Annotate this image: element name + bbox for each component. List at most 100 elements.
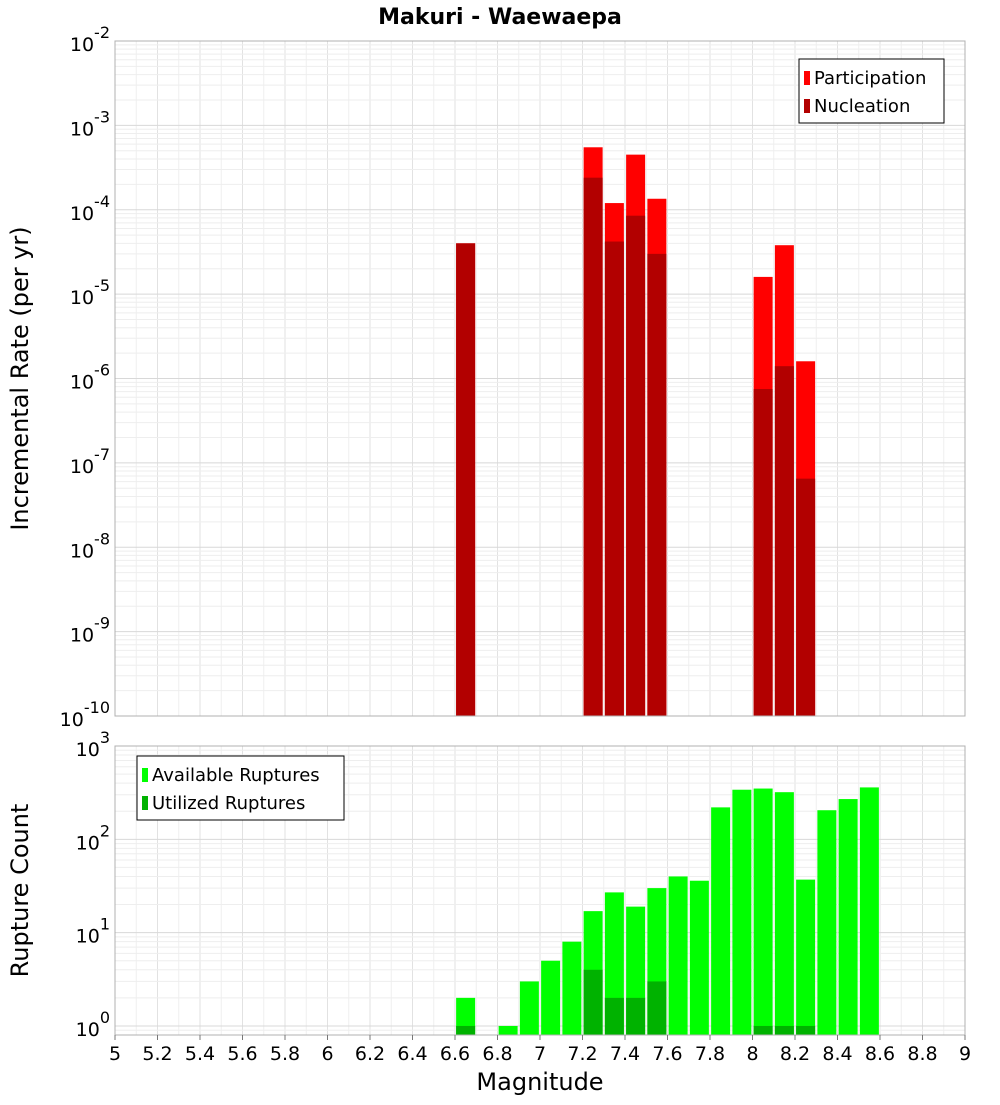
top-y-tick-label: 10-6 <box>70 361 110 394</box>
bottom-y-tick-label: 100 <box>76 1008 110 1041</box>
bottom-legend-swatch <box>142 796 148 810</box>
bottom-bar <box>838 799 858 1035</box>
bottom-y-axis-label: Rupture Count <box>6 804 34 978</box>
x-tick-label: 8.4 <box>822 1043 852 1065</box>
top-bar <box>626 215 646 717</box>
x-tick-label: 7.6 <box>652 1043 682 1065</box>
bottom-y-tick-label: 103 <box>76 728 110 761</box>
x-tick-label: 5 <box>109 1043 121 1065</box>
bottom-legend-box <box>136 755 345 821</box>
bottom-legend: Available Ruptures Utilized Ruptures <box>136 755 345 821</box>
bottom-legend-swatch <box>142 768 148 782</box>
bottom-y-tick-label: 102 <box>76 821 110 854</box>
x-tick-label: 6.8 <box>482 1043 512 1065</box>
bottom-y-tick-exp: 2 <box>100 821 110 840</box>
x-tick-label: 6.2 <box>355 1043 385 1065</box>
x-tick-label: 6.6 <box>440 1043 470 1065</box>
bottom-bar <box>774 792 794 1035</box>
x-tick-label: 5.6 <box>227 1043 257 1065</box>
top-y-tick-exp: -9 <box>94 614 110 633</box>
x-tick-label: 6.4 <box>397 1043 427 1065</box>
bottom-bar <box>796 879 816 1035</box>
bottom-bar <box>732 789 752 1035</box>
x-tick-label: 8.8 <box>907 1043 937 1065</box>
bottom-bar <box>519 981 539 1035</box>
top-series-nucleation <box>456 177 816 717</box>
top-bar <box>753 389 773 716</box>
x-tick-label: 7 <box>534 1043 546 1065</box>
top-legend-box <box>798 58 945 124</box>
top-y-tick-label: 10-5 <box>70 276 110 309</box>
top-y-tick-label: 10-4 <box>70 192 110 225</box>
top-y-tick-label: 10-8 <box>70 529 110 562</box>
top-y-tick-label: 10-10 <box>60 698 110 731</box>
bottom-bar <box>456 1025 476 1035</box>
bottom-bar <box>711 807 731 1035</box>
top-y-tick-base: 10 <box>70 540 94 562</box>
bottom-legend-label: Available Ruptures <box>152 765 320 786</box>
top-grid <box>114 40 966 717</box>
bottom-y-tick-exp: 1 <box>100 915 110 934</box>
x-axis: 5 5.2 5.4 5.6 5.8 6 6.2 6.4 6.6 6.8 7 7.2 7.4 7.6 7.8 8… <box>109 1035 971 1096</box>
bottom-y-tick-base: 10 <box>76 739 100 761</box>
bottom-bar <box>583 969 603 1035</box>
top-y-tick-base: 10 <box>70 372 94 394</box>
bottom-bar <box>604 997 624 1035</box>
top-y-tick-label: 10-2 <box>70 23 110 56</box>
bottom-bar <box>541 960 561 1035</box>
top-legend-label: Nucleation <box>814 96 910 117</box>
top-bar <box>583 177 603 716</box>
top-bar <box>647 253 667 716</box>
bottom-legend-label: Utilized Ruptures <box>152 793 305 814</box>
top-y-tick-exp: -5 <box>94 276 110 295</box>
bottom-bar <box>626 997 646 1035</box>
x-tick-label: 5.2 <box>142 1043 172 1065</box>
bottom-bar <box>456 997 476 1035</box>
top-y-tick-base: 10 <box>70 625 94 647</box>
top-bar <box>774 366 794 716</box>
top-y-tick-exp: -2 <box>94 23 110 42</box>
x-axis-label: Magnitude <box>476 1068 603 1096</box>
x-tick-label: 8.2 <box>780 1043 810 1065</box>
bottom-bar <box>774 1025 794 1035</box>
x-tick-label: 7.8 <box>695 1043 725 1065</box>
top-y-tick-exp: -7 <box>94 445 110 464</box>
top-y-tick-base: 10 <box>70 287 94 309</box>
top-y-tick-exp: -10 <box>84 698 110 717</box>
top-y-tick-exp: -8 <box>94 529 110 548</box>
bottom-y-tick-exp: 0 <box>100 1008 110 1027</box>
bottom-bar <box>817 810 837 1035</box>
bottom-bar <box>562 941 582 1035</box>
x-tick-label: 8.6 <box>865 1043 895 1065</box>
bottom-series-available-ruptures <box>456 787 879 1035</box>
top-bar <box>796 478 816 716</box>
top-bar <box>456 243 476 717</box>
top-y-tick-label: 10-9 <box>70 614 110 647</box>
top-legend-swatch <box>804 99 810 113</box>
top-y-tick-base: 10 <box>70 203 94 225</box>
bottom-bar <box>859 787 879 1035</box>
top-bar <box>604 241 624 717</box>
top-legend-label: Participation <box>814 68 926 89</box>
bottom-bar <box>647 981 667 1035</box>
x-tick-label: 7.2 <box>567 1043 597 1065</box>
top-y-tick-base: 10 <box>70 118 94 140</box>
bottom-bar <box>498 1025 518 1035</box>
top-y-axis-label: Incremental Rate (per yr) <box>6 226 34 530</box>
bottom-y-tick-base: 10 <box>76 832 100 854</box>
x-tick-label: 5.8 <box>270 1043 300 1065</box>
bottom-bar <box>796 1025 816 1035</box>
top-y-tick-base: 10 <box>70 34 94 56</box>
bottom-bar <box>689 880 709 1035</box>
top-panel: 10-210-310-410-510-610-710-810-910-10Inc… <box>6 23 966 731</box>
x-tick-label: 6 <box>321 1043 333 1065</box>
top-legend-swatch <box>804 71 810 85</box>
top-y-tick-label: 10-3 <box>70 107 110 140</box>
top-y-tick-exp: -4 <box>94 192 110 211</box>
chart-title: Makuri - Waewaepa <box>378 5 622 30</box>
x-tick-label: 5.4 <box>185 1043 215 1065</box>
top-y-tick-exp: -3 <box>94 107 110 126</box>
bottom-y-tick-exp: 3 <box>100 728 110 747</box>
